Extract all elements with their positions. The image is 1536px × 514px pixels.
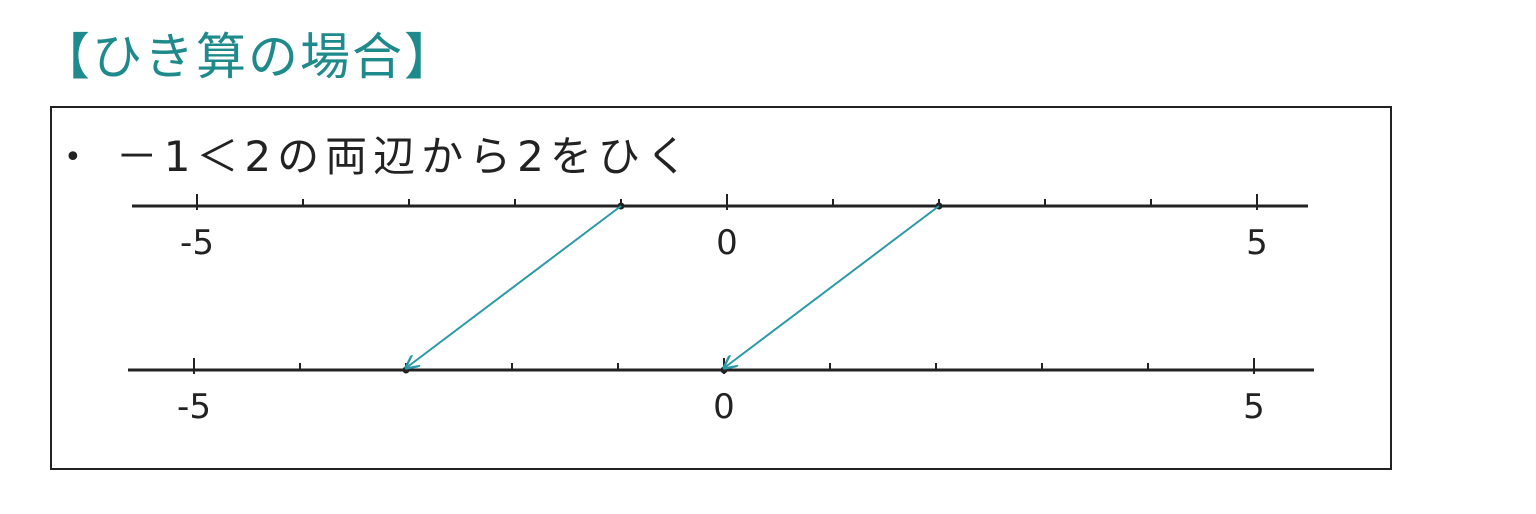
section-heading: 【ひき算の場合】 [40,28,456,86]
bullet-point: • [64,140,88,175]
example-box [50,106,1392,470]
tick-label: 0 [716,223,738,263]
statement-text: －1＜2の両辺から2をひく [115,132,694,181]
tick-label: -5 [177,387,211,427]
subtract-arrow [724,205,940,368]
tick-label: -5 [180,223,214,263]
inequality-statement: • －1＜2の両辺から2をひく [64,128,694,187]
number-line-1: -5 0 5 [132,194,1308,263]
subtraction-arrows [406,205,940,368]
tick-label: 5 [1243,387,1265,427]
number-lines: -5 0 5 -5 0 5 [128,194,1314,427]
subtract-arrow [406,205,622,368]
number-line-2: -5 0 5 [128,358,1314,427]
tick-label: 0 [713,387,735,427]
tick-label: 5 [1246,223,1268,263]
